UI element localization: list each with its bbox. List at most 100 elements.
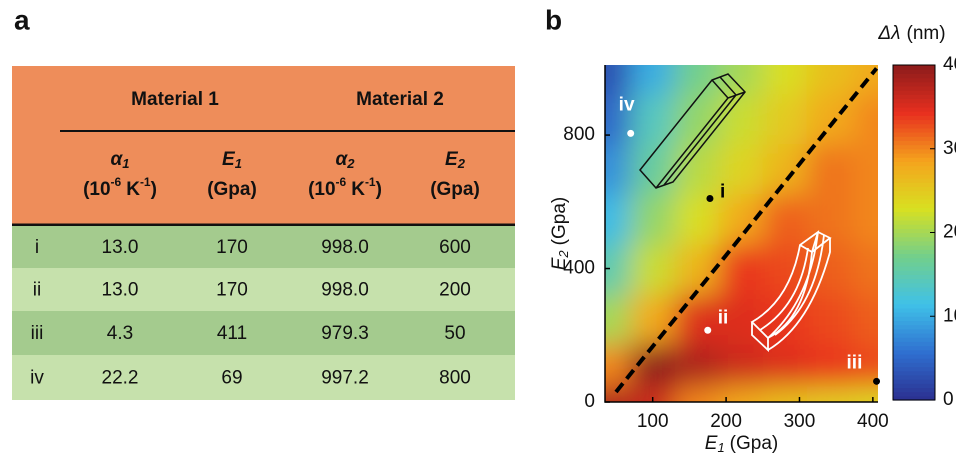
colorbar-step — [893, 65, 935, 70]
colorbar-step — [893, 283, 935, 288]
contour-cell — [807, 294, 855, 345]
contour-cell — [719, 143, 764, 194]
colorbar-step — [893, 170, 935, 175]
label-symbol: Δλ — [877, 23, 900, 44]
colorbar-step — [893, 237, 935, 242]
colorbar-step — [893, 316, 935, 321]
label-unit: (nm) — [907, 23, 946, 44]
table-cell: 997.2 — [321, 368, 369, 389]
colorbar-tick-label: 0 — [943, 389, 954, 410]
colorbar-step — [893, 140, 935, 145]
colorbar-step — [893, 212, 935, 217]
y-axis-label: E2(Gpa) — [549, 197, 571, 271]
colorbar-step — [893, 350, 935, 355]
contour-cell — [719, 244, 764, 295]
contour-cell — [763, 143, 808, 194]
contour-cell — [675, 344, 720, 387]
colorbar-step — [893, 203, 935, 208]
table-cell: iv — [30, 368, 44, 389]
table-cell: 200 — [439, 280, 471, 301]
colorbar-step — [893, 383, 935, 388]
colorbar-step — [893, 337, 935, 342]
table-cell: 13.0 — [102, 237, 139, 258]
header-subscript: 2 — [457, 156, 466, 171]
point-label: ii — [718, 307, 729, 328]
x-tick-label: 300 — [784, 411, 816, 432]
colorbar-step — [893, 86, 935, 91]
colorbar-step — [893, 115, 935, 120]
colorbar-step — [893, 266, 935, 271]
label-subscript: 1 — [717, 440, 724, 455]
table-cell: 411 — [217, 323, 247, 344]
group-header: Material 1 — [131, 89, 219, 110]
contour-cell — [565, 143, 632, 194]
contour-cell — [565, 344, 632, 387]
point-label: iv — [619, 94, 635, 115]
colorbar-step — [893, 358, 935, 363]
label-symbol: E — [549, 257, 570, 270]
contour-cell — [631, 25, 676, 94]
unit-superscript: -1 — [140, 175, 151, 189]
colorbar-tick-label: 40 — [943, 54, 956, 75]
point-label: iii — [847, 352, 863, 373]
colorbar-step — [893, 308, 935, 313]
column-unit: (Gpa) — [430, 179, 480, 200]
x-tick-label: 100 — [637, 411, 669, 432]
y-tick-label: 0 — [584, 391, 595, 412]
label-subscript: 2 — [556, 250, 571, 259]
contour-cell — [631, 294, 676, 345]
table-row-bg — [12, 311, 515, 355]
colorbar-step — [893, 258, 935, 263]
colorbar-step — [893, 304, 935, 309]
table-cell: 800 — [439, 368, 471, 389]
table-cell: 979.3 — [321, 323, 369, 344]
panel-label: b — [545, 4, 562, 35]
table-cell: 600 — [439, 237, 471, 258]
table-cell: ii — [33, 280, 41, 301]
colorbar-step — [893, 103, 935, 108]
table-cell: 998.0 — [321, 237, 369, 258]
column-unit: (Gpa) — [207, 179, 257, 200]
colorbar-step — [893, 262, 935, 267]
colorbar-step — [893, 90, 935, 95]
colorbar-step — [893, 99, 935, 104]
x-tick-label: 200 — [710, 411, 742, 432]
data-point — [627, 130, 634, 137]
colorbar-step — [893, 287, 935, 292]
colorbar-step — [893, 320, 935, 325]
table-cell: i — [35, 237, 39, 258]
colorbar-step — [893, 295, 935, 300]
contour-cell — [631, 93, 676, 144]
colorbar-step — [893, 333, 935, 338]
data-point — [706, 195, 713, 202]
colorbar-step — [893, 367, 935, 372]
colorbar-step — [893, 132, 935, 137]
table-cell: 69 — [221, 368, 242, 389]
contour-cell — [631, 244, 676, 295]
colorbar-step — [893, 325, 935, 330]
unit-text: K — [351, 179, 365, 200]
colorbar-step — [893, 233, 935, 238]
colorbar-step — [893, 354, 935, 359]
header-subscript: 1 — [122, 156, 129, 171]
colorbar-step — [893, 157, 935, 162]
table-cell: iii — [31, 323, 44, 344]
colorbar-step — [893, 166, 935, 171]
contour-cells — [565, 25, 919, 443]
colorbar-step — [893, 69, 935, 74]
colorbar-step — [893, 186, 935, 191]
contour-cell — [565, 294, 632, 345]
colorbar-step — [893, 111, 935, 116]
colorbar-step — [893, 379, 935, 384]
header-subscript: 2 — [346, 156, 355, 171]
colorbar-step — [893, 191, 935, 196]
colorbar-step — [893, 279, 935, 284]
colorbar-step — [893, 145, 935, 150]
table-cell: 4.3 — [107, 323, 133, 344]
colorbar-step — [893, 387, 935, 392]
colorbar-step — [893, 241, 935, 246]
panel-label: a — [14, 4, 30, 35]
label-unit: (Gpa) — [730, 433, 779, 454]
contour-cell — [565, 193, 632, 244]
colorbar-step — [893, 291, 935, 296]
